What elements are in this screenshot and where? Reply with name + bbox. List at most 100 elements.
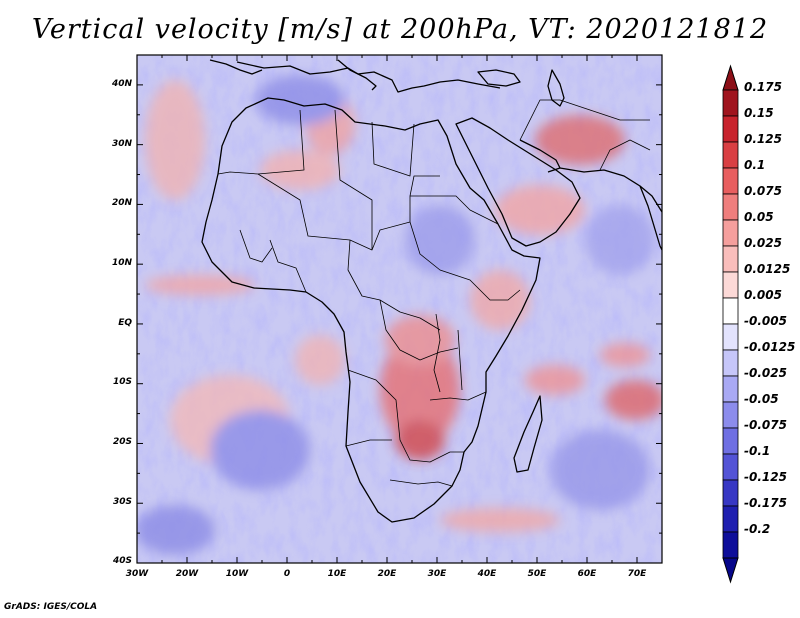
colorbar-segment xyxy=(722,141,739,169)
colorbar-label: 0.15 xyxy=(744,106,774,120)
country-border xyxy=(519,99,650,141)
updraft-zone xyxy=(145,80,205,200)
lon-label: 50E xyxy=(527,569,547,579)
colorbar-bottom-arrow xyxy=(722,557,739,584)
colorbar-segment xyxy=(722,323,739,351)
colorbar-label: -0.025 xyxy=(744,366,787,380)
colorbar-segment xyxy=(722,115,739,143)
updraft-zone xyxy=(605,380,662,420)
downdraft-zone xyxy=(137,505,215,555)
colorbar-segment xyxy=(722,193,739,221)
updraft-zone xyxy=(145,275,255,295)
colorbar-label: 0.05 xyxy=(744,210,774,224)
colorbar-segment xyxy=(722,453,739,481)
colorbar-segment xyxy=(722,531,739,559)
iberia-coastline xyxy=(209,59,263,75)
colorbar-top-arrow xyxy=(722,64,739,91)
lon-label: 30E xyxy=(427,569,447,579)
madagascar-coastline xyxy=(513,395,543,473)
colorbar-segment xyxy=(722,375,739,403)
country-border xyxy=(217,109,305,175)
country-border xyxy=(457,329,463,391)
lat-label: 20N xyxy=(111,198,132,208)
downdraft-zone xyxy=(550,430,650,510)
country-border xyxy=(257,173,440,251)
colorbar-segment xyxy=(722,219,739,247)
black-sea-coastline xyxy=(477,69,521,87)
country-border xyxy=(433,313,441,393)
lon-label: 0 xyxy=(283,569,291,579)
country-border xyxy=(345,439,392,447)
country-border xyxy=(379,299,459,361)
colorbar-label: -0.2 xyxy=(744,522,771,536)
country-border xyxy=(409,221,521,301)
downdraft-zone xyxy=(585,205,655,275)
colorbar-label: -0.05 xyxy=(744,392,779,406)
colorbar-label: 0.0125 xyxy=(744,262,791,276)
india-coastline xyxy=(639,185,662,251)
footer-credit: GrADS: IGES/COLA xyxy=(4,602,98,612)
lon-label: 70E xyxy=(627,569,647,579)
colorbar-label: -0.175 xyxy=(744,496,787,510)
country-border xyxy=(429,391,487,401)
country-border xyxy=(599,139,651,171)
updraft-zone xyxy=(535,115,625,165)
asia-coastline xyxy=(559,167,662,213)
updraft-zone xyxy=(380,335,460,445)
colorbar-label: -0.005 xyxy=(744,314,787,328)
lat-label: EQ xyxy=(118,318,132,328)
lon-label: 20E xyxy=(377,569,397,579)
country-border xyxy=(410,195,499,225)
colorbar-label: -0.0125 xyxy=(744,340,796,354)
lat-label: 40S xyxy=(112,556,132,566)
downdraft-zone xyxy=(210,410,310,490)
colorbar-segment xyxy=(722,505,739,533)
coastlines xyxy=(201,59,662,523)
updraft-zone xyxy=(440,508,560,532)
lon-label: 40E xyxy=(477,569,497,579)
lon-label: 10E xyxy=(327,569,347,579)
colorbar-label: -0.075 xyxy=(744,418,787,432)
country-border xyxy=(371,121,415,177)
colorbar-segment xyxy=(722,427,739,455)
lon-label: 60E xyxy=(577,569,597,579)
colorbar-label: 0.125 xyxy=(744,132,782,146)
updraft-zone xyxy=(385,315,455,365)
persian-gulf-coastline xyxy=(519,139,561,173)
country-borders xyxy=(217,99,651,487)
lat-label: 40N xyxy=(111,79,132,89)
map-title: Vertical velocity [m/s] at 200hPa, VT: 2… xyxy=(31,14,769,45)
updraft-zone xyxy=(295,335,345,385)
colorbar-segment xyxy=(722,167,739,195)
colorbar-label: 0.025 xyxy=(744,236,782,250)
updraft-zone xyxy=(395,420,445,460)
italy-coastline xyxy=(337,59,377,91)
country-border xyxy=(269,239,307,293)
colorbar-label: 0.005 xyxy=(744,288,782,302)
colorbar-label: -0.1 xyxy=(744,444,771,458)
lon-label: 20W xyxy=(175,569,199,579)
lat-label: 10N xyxy=(111,258,132,268)
map-frame xyxy=(136,54,663,564)
downdraft-zone xyxy=(405,205,475,275)
caspian-coastline xyxy=(547,69,565,107)
downdraft-zone xyxy=(255,75,345,125)
country-border xyxy=(347,369,464,463)
arabia-coastline xyxy=(455,117,581,247)
lat-label: 30S xyxy=(112,497,132,507)
axis-ticks xyxy=(136,54,663,564)
colorbar-segment xyxy=(722,401,739,429)
country-border xyxy=(389,479,453,487)
africa-coastline xyxy=(201,97,541,523)
colorbar-segment xyxy=(722,349,739,377)
lon-label: 10W xyxy=(225,569,249,579)
lat-label: 20S xyxy=(112,437,132,447)
country-border xyxy=(334,109,373,250)
colorbar-label: 0.1 xyxy=(744,158,766,172)
velocity-field xyxy=(137,55,662,563)
colorbar xyxy=(722,64,739,584)
colorbar-segment xyxy=(722,271,739,299)
colorbar-label: 0.075 xyxy=(744,184,782,198)
colorbar-label: -0.125 xyxy=(744,470,787,484)
